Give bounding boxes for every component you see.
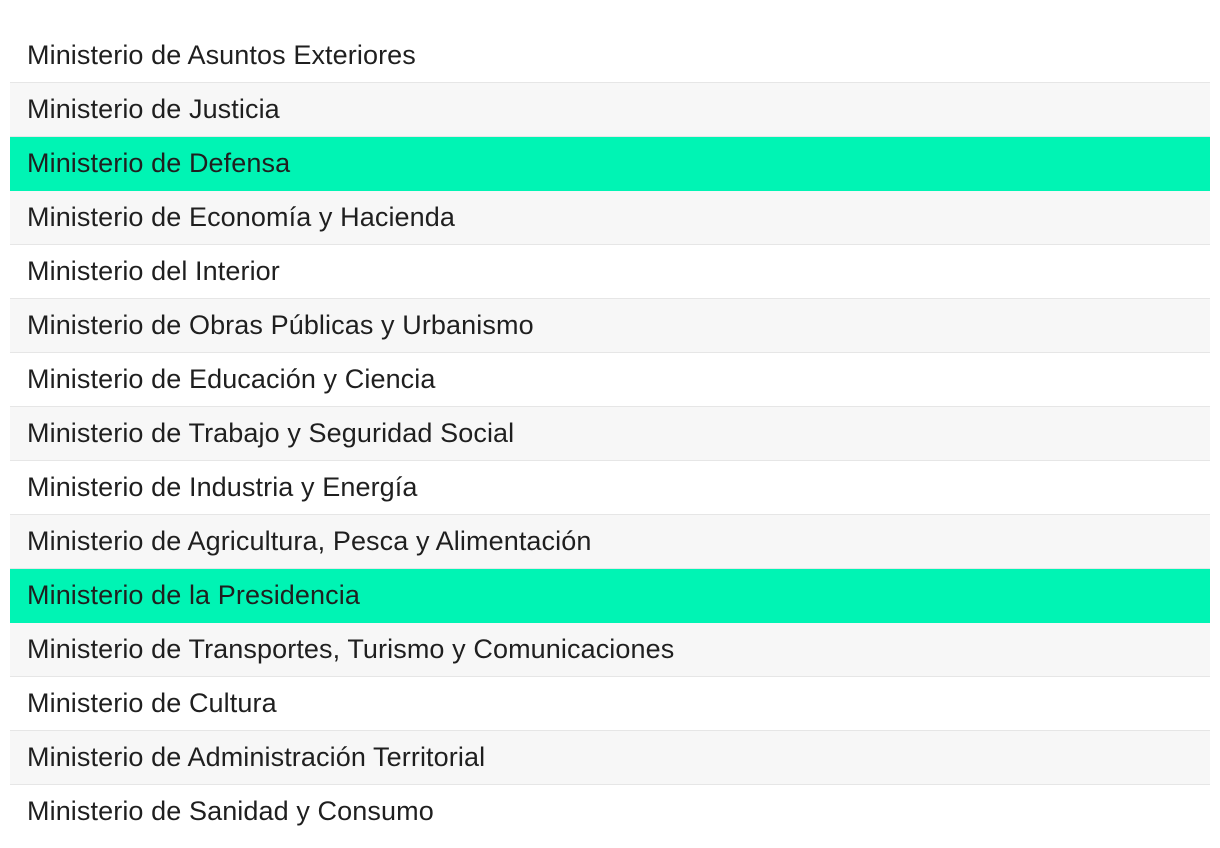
list-item-label: Ministerio de Agricultura, Pesca y Alime… — [27, 526, 592, 556]
list-item-label: Ministerio de la Presidencia — [27, 580, 360, 610]
list-item-label: Ministerio de Justicia — [27, 94, 280, 124]
list-item[interactable]: Ministerio de Industria y Energía — [10, 461, 1210, 515]
list-item-label: Ministerio de Sanidad y Consumo — [27, 796, 434, 826]
list-item[interactable]: Ministerio del Interior — [10, 245, 1210, 299]
list-item[interactable]: Ministerio de Economía y Hacienda — [10, 191, 1210, 245]
list-item[interactable]: Ministerio de Obras Públicas y Urbanismo — [10, 299, 1210, 353]
list-item-label: Ministerio de Transportes, Turismo y Com… — [27, 634, 675, 664]
list-item[interactable]: Ministerio de Cultura — [10, 677, 1210, 731]
list-item[interactable]: Ministerio de Transportes, Turismo y Com… — [10, 623, 1210, 677]
list-item[interactable]: Ministerio de Sanidad y Consumo — [10, 785, 1210, 838]
list-item[interactable]: Ministerio de Trabajo y Seguridad Social — [10, 407, 1210, 461]
list-item[interactable]: Ministerio de Administración Territorial — [10, 731, 1210, 785]
list-item-label: Ministerio del Interior — [27, 256, 280, 286]
list-item[interactable]: Ministerio de Educación y Ciencia — [10, 353, 1210, 407]
list-item-label: Ministerio de Trabajo y Seguridad Social — [27, 418, 515, 448]
list-item-label: Ministerio de Defensa — [27, 148, 291, 178]
list-item-label: Ministerio de Economía y Hacienda — [27, 202, 456, 232]
ministry-list: Ministerio de Asuntos Exteriores Ministe… — [10, 29, 1210, 838]
list-item[interactable]: Ministerio de Justicia — [10, 83, 1210, 137]
list-item-label: Ministerio de Obras Públicas y Urbanismo — [27, 310, 534, 340]
list-item-label: Ministerio de Industria y Energía — [27, 472, 418, 502]
list-item-label: Ministerio de Administración Territorial — [27, 742, 486, 772]
list-item[interactable]: Ministerio de Asuntos Exteriores — [10, 29, 1210, 83]
list-item-label: Ministerio de Cultura — [27, 688, 277, 718]
list-item[interactable]: Ministerio de Defensa — [10, 137, 1210, 191]
list-item-label: Ministerio de Educación y Ciencia — [27, 364, 436, 394]
list-item[interactable]: Ministerio de la Presidencia — [10, 569, 1210, 623]
list-item[interactable]: Ministerio de Agricultura, Pesca y Alime… — [10, 515, 1210, 569]
list-item-label: Ministerio de Asuntos Exteriores — [27, 40, 416, 70]
